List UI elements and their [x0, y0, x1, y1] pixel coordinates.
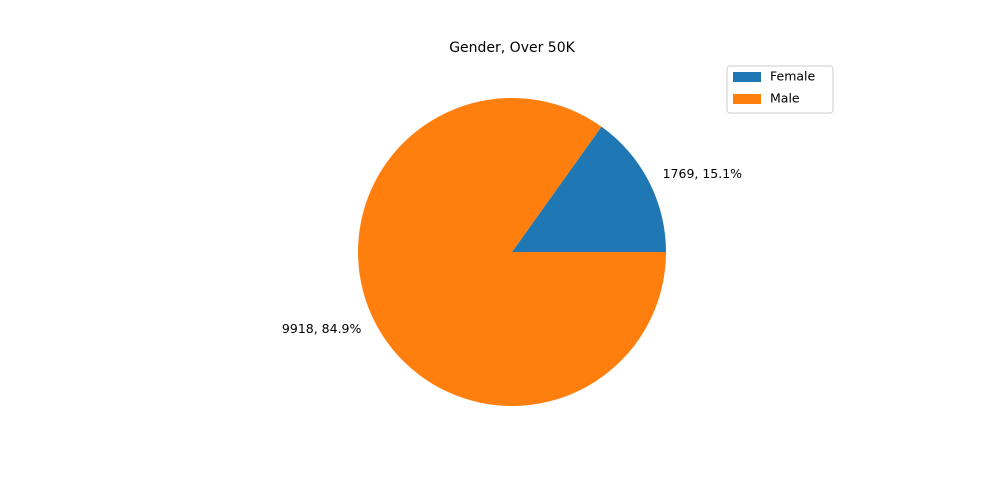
slice-label-male: 9918, 84.9% — [282, 321, 362, 336]
legend-swatch-female — [733, 72, 761, 82]
legend: Female Male — [726, 65, 834, 114]
legend-label-female: Female — [770, 69, 816, 84]
pie-slice-female — [512, 126, 666, 252]
pie-slice-male — [358, 97, 666, 406]
legend-swatch-male — [733, 94, 761, 104]
slice-labels: 1769, 15.1% 9918, 84.9% — [282, 166, 742, 336]
legend-label-male: Male — [770, 91, 800, 106]
slice-label-female: 1769, 15.1% — [663, 166, 743, 181]
chart-title: Gender, Over 50K — [449, 40, 575, 56]
pie-slices — [358, 97, 666, 406]
